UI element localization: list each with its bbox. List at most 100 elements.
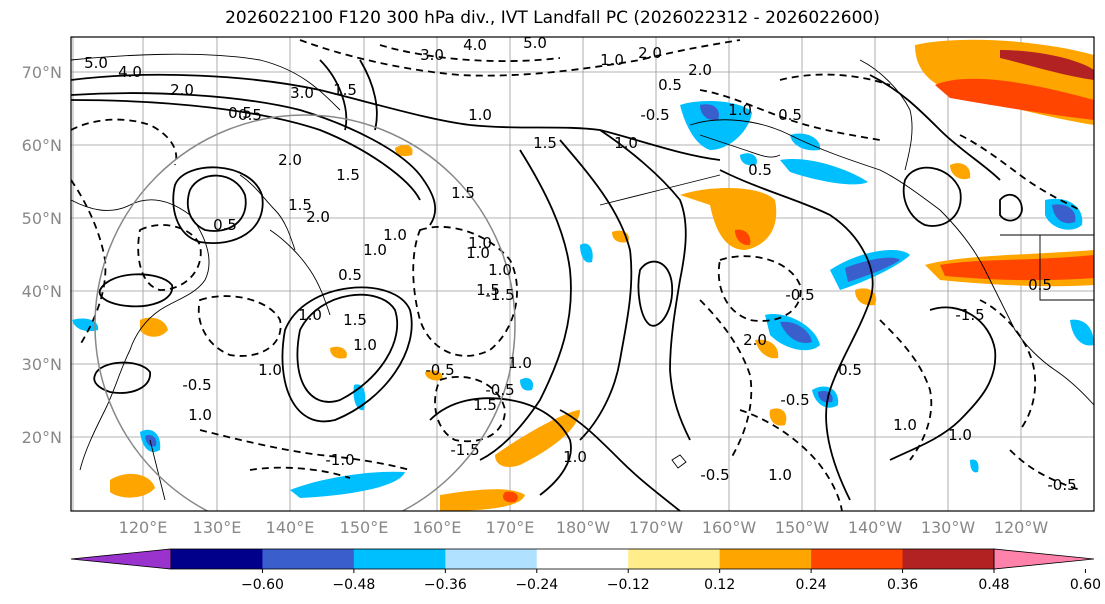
colorbar: −0.60 −0.48 −0.36 −0.24 −0.12 0.12 0.24 0.36 0.4…	[70, 548, 1101, 593]
shade-orange-misc1	[395, 144, 413, 157]
colorbar-tick-label: 0.24	[796, 577, 827, 593]
lon-label: 150°E	[340, 518, 389, 537]
contour-solid-mid-loop	[637, 260, 673, 327]
contour-solid-north-2	[71, 92, 437, 226]
colorbar-segment	[445, 549, 538, 569]
contour-label: 3.0	[290, 84, 314, 102]
contour-dashed-e4	[879, 319, 933, 461]
region-circle	[94, 114, 516, 511]
contour-label: 1.5	[333, 81, 357, 99]
contour-label: -0.5	[640, 106, 669, 124]
contour-dashed-w3	[197, 295, 282, 357]
contour-label: 1.5	[476, 281, 500, 299]
lat-label: 50°N	[22, 209, 62, 228]
contour-label: 1.0	[728, 101, 752, 119]
contour-label: 1.0	[768, 466, 792, 484]
contour-label: 5.0	[523, 34, 547, 52]
contour-label: -0.5	[780, 391, 809, 409]
divergence-contours-dashed	[71, 39, 1081, 511]
contour-label: 5.0	[84, 54, 108, 72]
contour-label: 1.5	[473, 396, 497, 414]
latitude-labels: 70°N 60°N 50°N 40°N 30°N 20°N	[22, 63, 62, 447]
contour-label: 1.0	[298, 306, 322, 324]
colorbar-extend-high	[993, 548, 1095, 570]
contour-label: -1.5	[955, 306, 984, 324]
colorbar-segment	[262, 549, 355, 569]
shade-red-east	[940, 255, 1094, 281]
lon-label: 160°E	[413, 518, 462, 537]
contour-label: 1.0	[563, 448, 587, 466]
shade-orange-w	[140, 317, 168, 337]
contour-solid-north-3	[71, 99, 421, 201]
contour-solid-c-loop2	[281, 286, 413, 423]
shade-red-mid	[735, 229, 751, 246]
colorbar-tick-label: −0.60	[241, 577, 284, 593]
colorbar-tick-label: 0.48	[978, 577, 1009, 593]
colorbar-extend-low	[70, 548, 172, 570]
contour-dashed-c2	[434, 375, 506, 443]
contour-dashed-ne1	[779, 73, 891, 86]
shade-blue-misc6	[740, 153, 757, 166]
divergence-contours	[71, 59, 1023, 511]
contour-dashed-c1	[412, 226, 518, 357]
contour-label: 2.0	[638, 44, 662, 62]
contour-label: 1.0	[508, 354, 532, 372]
contour-label: 1.0	[600, 51, 624, 69]
colorbar-tick-label: 0.12	[704, 577, 735, 593]
shade-blue-misc5	[970, 459, 979, 473]
contour-solid-c-loop	[296, 293, 399, 403]
colorbar-tick-label: 0.36	[887, 577, 918, 593]
shade-orange-w2	[110, 473, 155, 498]
lon-label: 170°E	[486, 518, 535, 537]
map-frame	[70, 36, 1095, 512]
contour-label: 1.0	[893, 416, 917, 434]
contour-label: 2.0	[743, 331, 767, 349]
contour-label: 1.0	[363, 241, 387, 259]
longitude-labels: 120°E 130°E 140°E 150°E 160°E 170°E 180°W 170°W…	[119, 518, 1049, 537]
colorbar-tick-label: 0.60	[1070, 577, 1101, 593]
colorbar-segment	[719, 549, 812, 569]
contour-label: 1.0	[258, 361, 282, 379]
lon-label: 150°W	[775, 518, 830, 537]
contour-solid-ne-1	[719, 169, 874, 501]
colorbar-tick-label: −0.24	[515, 577, 558, 593]
contour-label: -0.5	[785, 286, 814, 304]
shade-blue-nw	[680, 100, 752, 150]
contour-dashed-e2	[699, 299, 753, 461]
contour-label: 0.5	[228, 104, 252, 122]
contour-solid-ne-loop	[902, 166, 962, 227]
contour-label: 1.5	[336, 166, 360, 184]
colorbar-tick-label: −0.48	[332, 577, 375, 593]
contour-dashed-ne2	[699, 89, 881, 141]
canada-border	[1000, 234, 1094, 301]
contour-label: -0.5	[1047, 476, 1076, 494]
shade-dblue-nw	[700, 104, 719, 121]
contour-label: -0.5	[485, 381, 514, 399]
contour-label: -0.5	[182, 376, 211, 394]
contour-dashed-n2	[379, 44, 561, 63]
shade-blue-misc1	[580, 243, 593, 263]
contour-label: 1.5	[533, 134, 557, 152]
na-coast	[689, 59, 1094, 406]
contour-label: 2.0	[306, 208, 330, 226]
contour-label: 4.0	[118, 63, 142, 81]
contour-label: 0.5	[838, 361, 862, 379]
contour-label: 4.0	[463, 36, 487, 54]
shade-orange-misc6	[855, 288, 877, 306]
contour-label: 0.5	[748, 161, 772, 179]
contour-label: 0.5	[778, 106, 802, 124]
contour-label: 2.0	[278, 151, 302, 169]
lon-label: 140°W	[848, 518, 903, 537]
shade-blue-misc4	[520, 378, 534, 391]
lat-label: 70°N	[22, 63, 62, 82]
shade-dblue-c	[780, 321, 812, 344]
contour-solid-mid-1	[599, 129, 691, 441]
contour-label: -1.5	[485, 286, 514, 304]
map-title: 2026022100 F120 300 hPa div., IVT Landfa…	[225, 8, 880, 28]
contour-solid-mid-3	[479, 149, 572, 461]
asia-coast	[71, 53, 341, 501]
contour-dashed-ee	[979, 299, 1037, 431]
contour-solid-w-loop2	[93, 361, 151, 394]
lon-label: 170°W	[629, 518, 684, 537]
